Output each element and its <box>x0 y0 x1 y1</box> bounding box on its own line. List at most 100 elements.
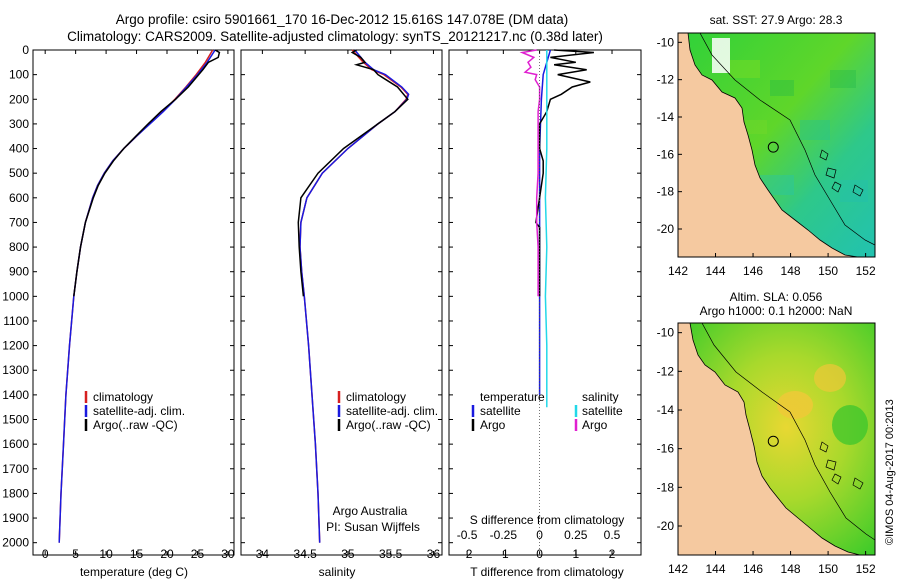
temperature-x-label: temperature (deg C) <box>80 565 188 579</box>
depth-tick-label: 1400 <box>2 388 29 402</box>
sst-map-area <box>678 33 875 257</box>
depth-tick-label: 1900 <box>2 511 29 525</box>
depth-tick-label: 2000 <box>2 536 29 550</box>
depth-tick-label: 500 <box>9 166 29 180</box>
salinity-difference-tick-label: 0 <box>536 528 543 542</box>
x-tick-label: 35 <box>341 547 355 561</box>
sst-map-title: sat. SST: 27.9 Argo: 28.3 <box>710 13 843 27</box>
map-x-tick-label: 152 <box>856 264 876 278</box>
map-x-tick-label: 150 <box>818 562 838 576</box>
x-tick-label: -1 <box>498 547 509 561</box>
sla-map-title-line2: Argo h1000: 0.1 h2000: NaN <box>700 304 853 318</box>
depth-tick-label: 300 <box>9 117 29 131</box>
sla-high-patch <box>777 391 813 419</box>
salinity-x-label: salinity <box>319 565 356 579</box>
legend-label: satellite <box>582 404 623 418</box>
temperature-x-axis: 0 5 10 15 20 25 30 <box>42 50 235 561</box>
map-x-tick-label: 144 <box>706 264 726 278</box>
legend-label: climatology <box>346 390 406 404</box>
sst-map-axes: 142 144 146 148 150 152 -10 -12 -14 -16 -18 -20 <box>657 35 876 278</box>
map-y-tick-label: -16 <box>657 442 675 456</box>
satellite-temperature-line <box>58 49 216 543</box>
map-y-tick-label: -14 <box>657 403 675 417</box>
map-y-tick-label: -10 <box>657 35 675 49</box>
salinity-satellite-difference-line <box>544 50 548 408</box>
salinity-difference-tick-label: 0.5 <box>604 528 621 542</box>
x-tick-label: 5 <box>72 547 79 561</box>
x-tick-label: 2 <box>609 547 616 561</box>
map-x-tick-label: 146 <box>743 562 763 576</box>
salinity-series-layer <box>297 49 410 543</box>
depth-tick-label: 200 <box>9 92 29 106</box>
map-y-tick-label: -12 <box>657 73 675 87</box>
argo-position-marker <box>767 435 779 447</box>
map-x-tick-label: 144 <box>706 562 726 576</box>
map-y-tick-label: -18 <box>657 480 675 494</box>
x-tick-label: 10 <box>99 547 113 561</box>
legend-label: Argo(..raw -QC) <box>93 418 178 432</box>
salinity-difference-tick-label: 0.25 <box>564 528 588 542</box>
depth-tick-label: 1000 <box>2 289 29 303</box>
salinity-difference-tick-label: -0.25 <box>490 528 518 542</box>
sst-contour <box>699 33 875 246</box>
sla-high-patch <box>814 364 846 392</box>
difference-series-layer <box>519 49 594 408</box>
argo-salinity-line <box>297 49 409 297</box>
sla-reefs <box>819 441 864 490</box>
map-x-tick-label: 142 <box>668 562 688 576</box>
depth-tick-label: 0 <box>22 43 29 57</box>
x-tick-label: 15 <box>130 547 144 561</box>
temperature-argo-difference-line <box>535 49 594 297</box>
difference-x-axis: -2 -1 0 1 2-0.5 -0.25 0 0.25 0.5 <box>457 50 621 561</box>
depth-tick-label: 1500 <box>2 413 29 427</box>
sst-map-frame <box>677 32 876 258</box>
x-tick-label: 25 <box>191 547 205 561</box>
legend-label: satellite-adj. clim. <box>346 404 438 418</box>
sla-map-frame <box>677 322 876 556</box>
map-y-tick-label: -20 <box>657 222 675 236</box>
legend-label: climatology <box>93 390 153 404</box>
x-tick-label: 20 <box>160 547 174 561</box>
map-y-tick-label: -16 <box>657 147 675 161</box>
depth-tick-label: 1300 <box>2 363 29 377</box>
depth-tick-label: 1800 <box>2 486 29 500</box>
map-y-tick-label: -14 <box>657 110 675 124</box>
salinity-plot-frame <box>240 49 443 556</box>
map-y-tick-label: -10 <box>657 326 675 340</box>
salinity-difference-tick-label: -0.5 <box>457 528 478 542</box>
temperature-plot-frame <box>32 49 235 556</box>
x-tick-label: 34.5 <box>293 547 317 561</box>
x-tick-label: 36 <box>427 547 441 561</box>
figure-title-line2: Climatology: CARS2009. Satellite-adjuste… <box>67 29 603 44</box>
legend-label: Argo(..raw -QC) <box>346 418 431 432</box>
x-tick-label: 35.5 <box>379 547 403 561</box>
data-provider-label: Argo Australia <box>333 504 408 518</box>
salinity-x-axis: 34 34.5 35 35.5 36 <box>256 50 441 561</box>
sst-land <box>678 33 859 257</box>
temperature-satellite-difference-line <box>538 49 552 395</box>
temperature-series-layer <box>58 49 221 543</box>
sst-missing-patch <box>712 38 730 73</box>
sla-map-title-line1: Altim. SLA: 0.056 <box>730 290 823 304</box>
legend-label: satellite <box>480 404 521 418</box>
temperature-legend: climatology satellite-adj. clim. Argo(..… <box>84 390 185 432</box>
depth-tick-label: 1100 <box>3 314 29 328</box>
climatology-temperature-line <box>58 49 214 543</box>
depth-tick-label: 900 <box>9 265 29 279</box>
sla-low-patch <box>832 405 868 445</box>
difference-plot-frame <box>448 49 642 556</box>
map-x-tick-label: 142 <box>668 264 688 278</box>
legend-label: Argo <box>582 418 608 432</box>
map-x-tick-label: 150 <box>818 264 838 278</box>
difference-x-label-top: S difference from climatology <box>470 513 625 527</box>
depth-axis: 0 100 200 300 400 500 600 700 800 900 1000 1100 1200… <box>2 43 641 550</box>
x-tick-label: -2 <box>462 547 473 561</box>
depth-tick-label: 1700 <box>2 462 29 476</box>
argo-temperature-line <box>73 49 221 297</box>
x-tick-label: 34 <box>256 547 270 561</box>
depth-tick-label: 600 <box>9 191 29 205</box>
map-x-tick-label: 146 <box>743 264 763 278</box>
map-x-tick-label: 148 <box>781 264 801 278</box>
sla-land <box>678 323 861 555</box>
